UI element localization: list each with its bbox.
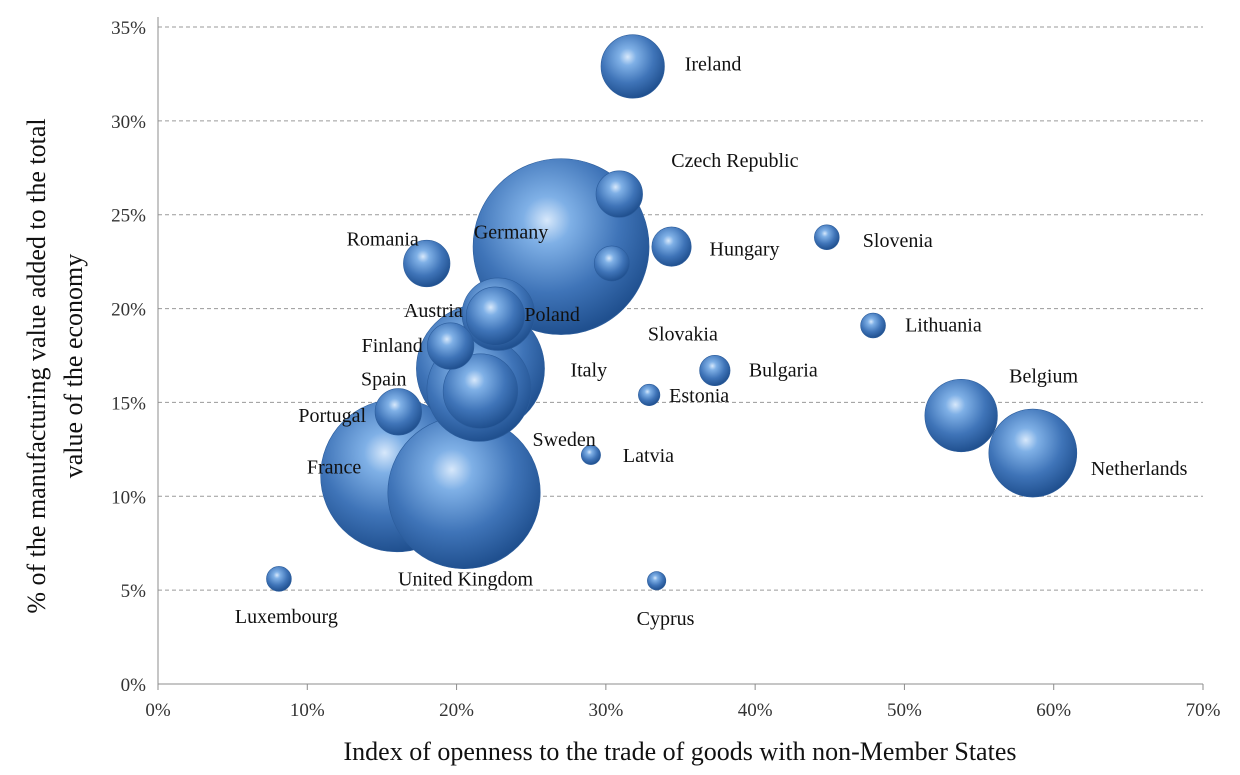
y-axis-title-line-2: value of the economy [59, 254, 88, 479]
bubble-netherlands [988, 408, 1078, 498]
point-label-netherlands: Netherlands [1091, 458, 1188, 480]
x-tick-label: 40% [738, 700, 773, 721]
point-label-sweden: Sweden [532, 429, 595, 451]
bubble-estonia [638, 383, 661, 406]
point-label-austria: Austria [404, 300, 463, 322]
point-label-czech-republic: Czech Republic [671, 150, 798, 172]
point-label-poland: Poland [524, 304, 580, 326]
point-label-finland: Finland [362, 335, 423, 357]
bubble-finland [427, 322, 475, 370]
point-label-united-kingdom: United Kingdom [398, 569, 533, 591]
bubble-portugal [374, 388, 422, 436]
point-label-lithuania: Lithuania [905, 314, 982, 336]
bubbles [266, 34, 1078, 592]
x-tick-label: 20% [439, 700, 474, 721]
point-label-latvia: Latvia [623, 445, 674, 467]
point-label-italy: Italy [570, 360, 607, 382]
bubble-bulgaria [699, 354, 731, 387]
y-axis-title-line-1: % of the manufacturing value added to th… [22, 118, 51, 613]
point-label-ireland: Ireland [685, 53, 742, 75]
grid-lines [158, 26, 1203, 591]
axes: 0% 5% 10% 15% 20% 25% 30% 35% 0% 10% 20% 30% 40% 50% 6… [111, 17, 1221, 721]
x-axis-title: Index of openness to the trade of goods … [344, 737, 1017, 766]
y-tick-label: 30% [111, 112, 146, 133]
point-label-bulgaria: Bulgaria [749, 360, 818, 382]
bubble-austria [465, 286, 525, 346]
x-tick-label: 60% [1036, 700, 1071, 721]
x-tick-label: 50% [887, 700, 922, 721]
point-label-cyprus: Cyprus [637, 608, 695, 630]
y-tick-label: 5% [121, 581, 147, 602]
point-label-belgium: Belgium [1009, 366, 1078, 388]
bubble-latvia [580, 445, 601, 465]
point-label-france: France [307, 457, 362, 479]
x-tick-label: 0% [145, 700, 171, 721]
point-label-germany: Germany [474, 222, 548, 244]
point-label-romania: Romania [347, 229, 419, 251]
y-tick-label: 0% [121, 675, 147, 696]
x-tick-label: 70% [1186, 700, 1221, 721]
point-label-portugal: Portugal [298, 405, 366, 427]
x-tick-label: 10% [290, 700, 325, 721]
point-label-luxembourg: Luxembourg [235, 606, 338, 628]
y-tick-label: 35% [111, 18, 146, 39]
y-tick-label: 15% [111, 393, 146, 414]
y-tick-label: 20% [111, 300, 146, 321]
bubble-lithuania [860, 312, 886, 339]
y-tick-label: 25% [111, 206, 146, 227]
point-label-spain: Spain [361, 368, 407, 390]
bubble-sweden [442, 353, 519, 429]
point-labels: Ireland Czech Republic Germany Hungary Slove… [235, 53, 1188, 629]
x-tick-label: 30% [588, 700, 623, 721]
bubble-hungary [651, 226, 692, 267]
y-tick-label: 10% [111, 487, 146, 508]
point-label-estonia: Estonia [669, 385, 729, 407]
bubble-belgium [924, 378, 998, 453]
point-label-slovakia: Slovakia [648, 324, 718, 346]
bubble-czech-republic [595, 170, 643, 218]
bubble-ireland [600, 34, 665, 99]
point-label-hungary: Hungary [710, 239, 780, 261]
bubble-slovakia [593, 245, 630, 282]
bubble-cyprus [647, 571, 667, 591]
bubble-luxembourg [266, 566, 292, 592]
bubble-slovenia [814, 224, 840, 250]
point-label-slovenia: Slovenia [863, 230, 933, 252]
bubble-romania [403, 239, 451, 288]
